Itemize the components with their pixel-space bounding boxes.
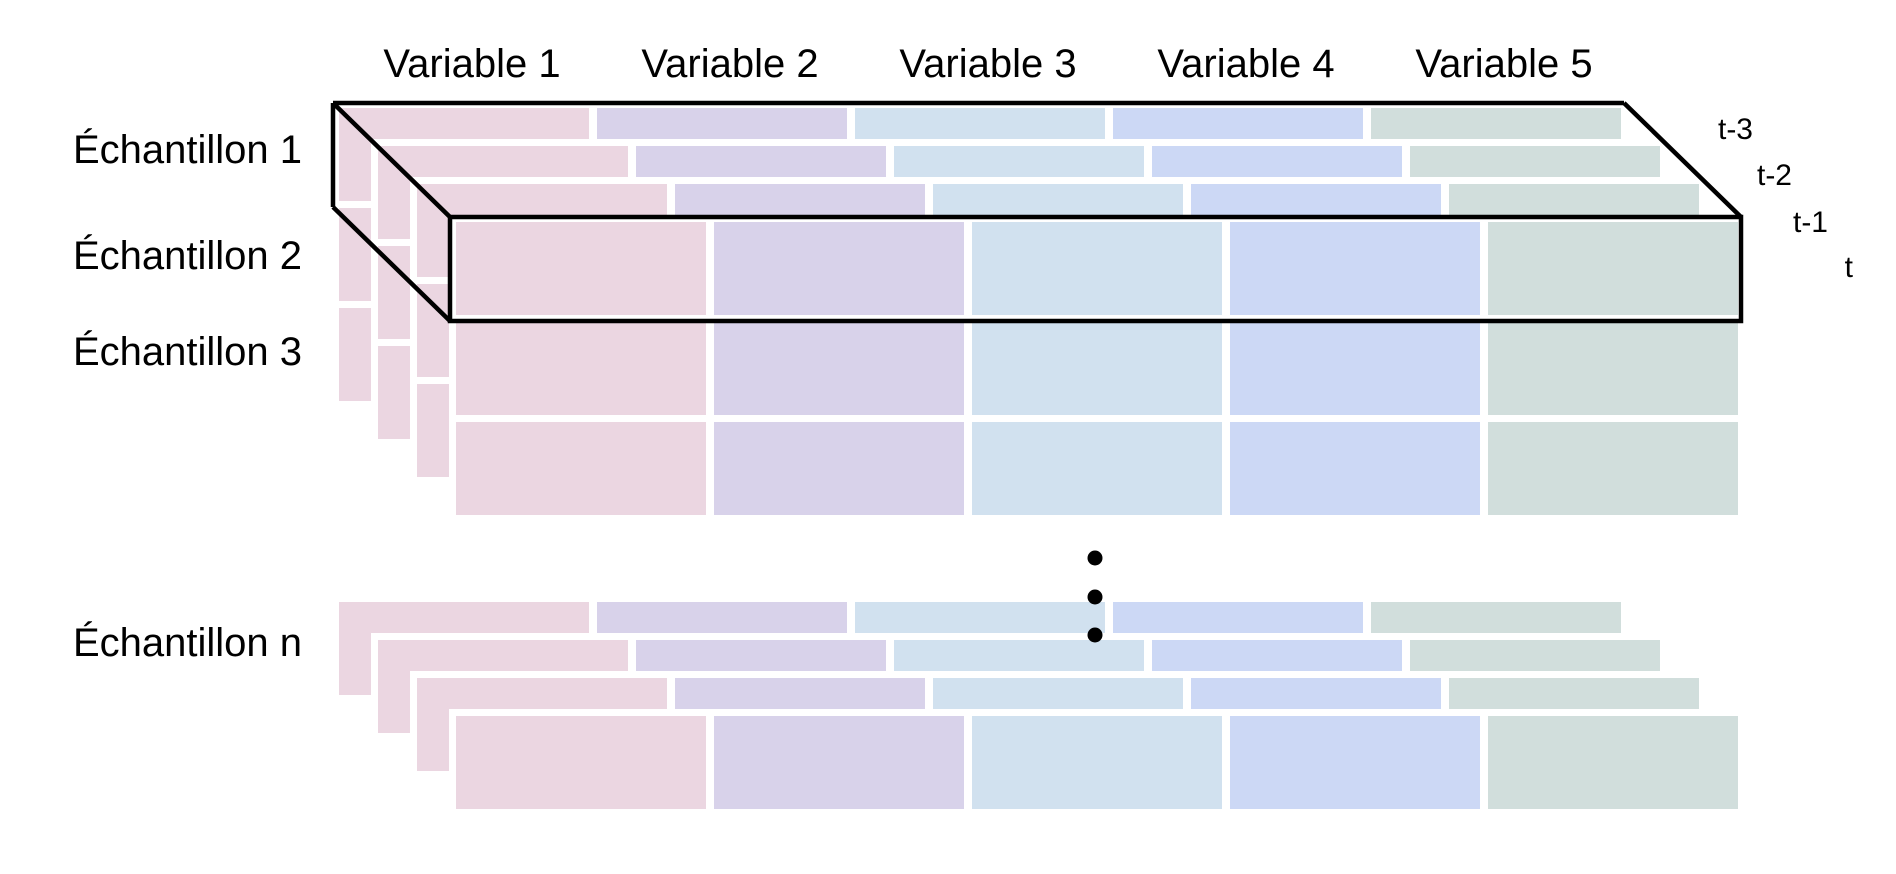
time-t-3-label: t-3	[1717, 113, 1753, 146]
cell-variable-3-t	[972, 322, 1222, 415]
cell-variable-5-t	[1488, 422, 1738, 515]
time-layer-t	[449, 709, 1745, 816]
ellipsis-dot	[1087, 550, 1103, 566]
cell-variable-5-t	[1488, 716, 1738, 809]
sample-3-label: Échantillon 3	[72, 330, 302, 374]
variable-4-header: Variable 4	[1157, 42, 1335, 86]
cell-variable-5-t	[1488, 322, 1738, 415]
time-layer-t	[449, 215, 1745, 522]
cell-variable-2-t	[714, 322, 964, 415]
cell-variable-4-t	[1230, 222, 1480, 315]
cell-variable-2-t	[714, 716, 964, 809]
variable-2-header: Variable 2	[641, 42, 819, 86]
time-t-label: t	[1844, 251, 1853, 284]
cell-variable-4-t	[1230, 716, 1480, 809]
cell-variable-1-t	[456, 422, 706, 515]
cell-variable-3-t	[972, 716, 1222, 809]
cell-variable-2-t	[714, 422, 964, 515]
cell-variable-4-t	[1230, 322, 1480, 415]
cell-variable-3-t	[972, 222, 1222, 315]
cell-variable-4-t	[1230, 422, 1480, 515]
cell-variable-1-t	[456, 322, 706, 415]
time-t-2-label: t-2	[1756, 159, 1792, 192]
cell-variable-5-t	[1488, 222, 1738, 315]
cell-variable-1-t	[456, 222, 706, 315]
variable-3-header: Variable 3	[899, 42, 1077, 86]
sample-n-label: Échantillon n	[72, 621, 302, 665]
time-t-1-label: t-1	[1792, 206, 1828, 239]
cell-variable-1-t	[456, 716, 706, 809]
sample-2-label: Échantillon 2	[72, 234, 302, 278]
variable-5-header: Variable 5	[1415, 42, 1593, 86]
variable-1-header: Variable 1	[383, 42, 561, 86]
cell-variable-3-t	[972, 422, 1222, 515]
cell-variable-2-t	[714, 222, 964, 315]
sample-1-label: Échantillon 1	[72, 128, 302, 172]
